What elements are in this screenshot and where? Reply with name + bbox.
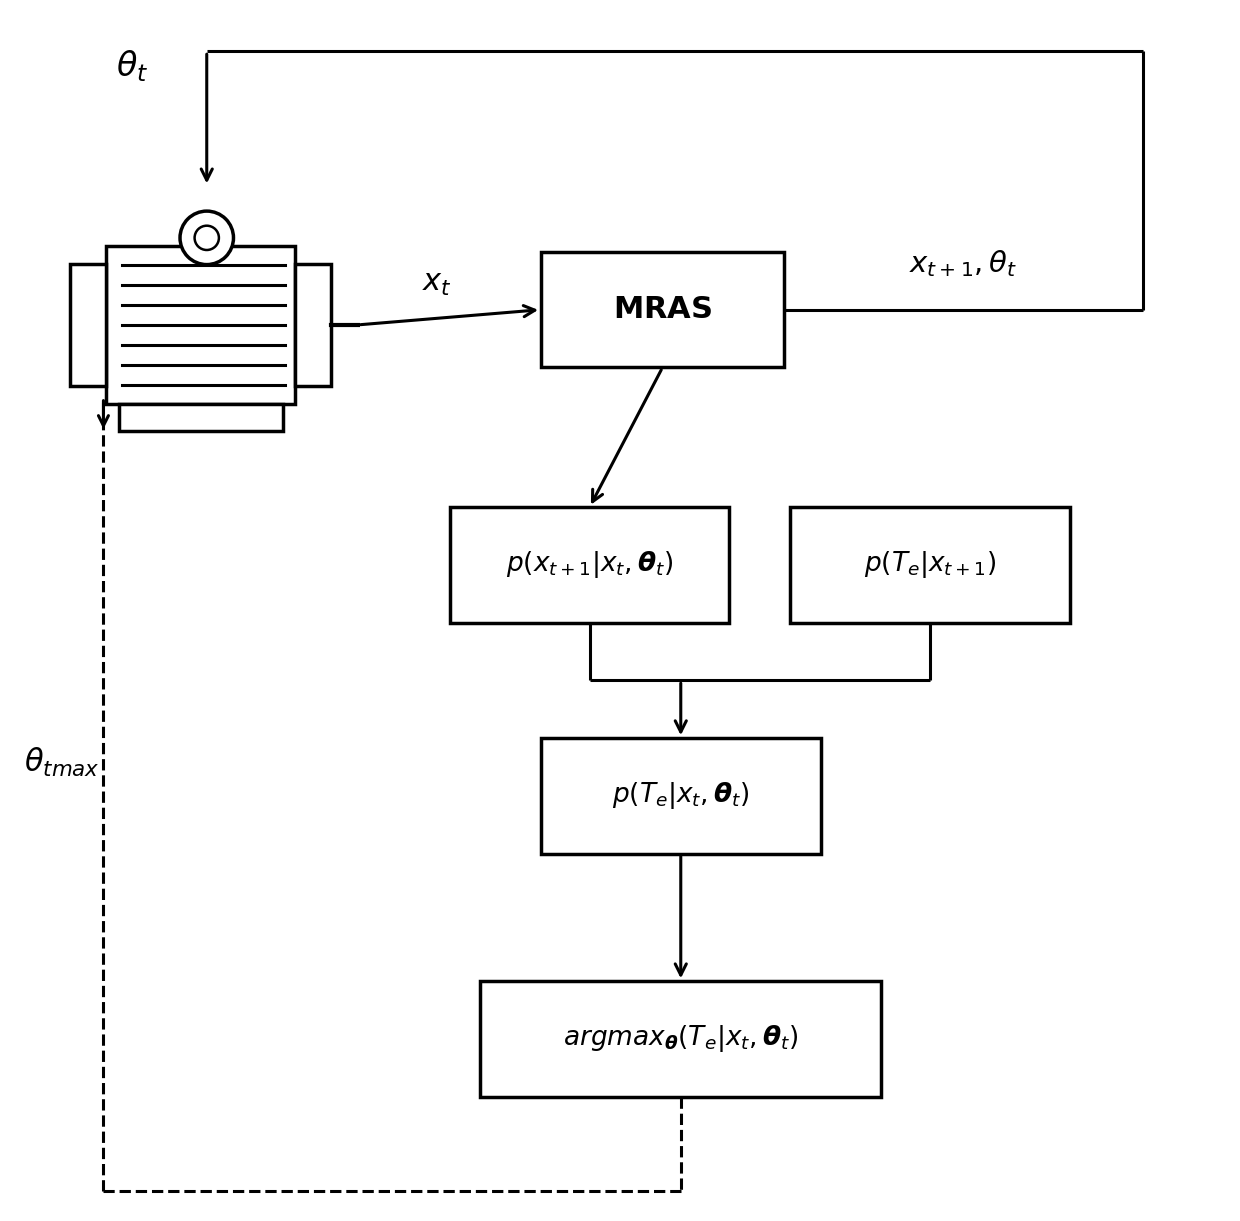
- Text: $\boldsymbol{x_t}$: $\boldsymbol{x_t}$: [423, 269, 453, 298]
- Text: $\mathit{p}(\mathit{T_e}|\mathit{x_{t+1}})$: $\mathit{p}(\mathit{T_e}|\mathit{x_{t+1}…: [864, 549, 996, 580]
- Text: $\mathit{p}(\mathit{x_{t+1}}|\mathit{x_t},\boldsymbol{\theta}_t)$: $\mathit{p}(\mathit{x_{t+1}}|\mathit{x_t…: [506, 549, 673, 580]
- Bar: [69, 264, 107, 386]
- Bar: [541, 252, 784, 368]
- Text: $\boldsymbol{x_{t+1}}, \boldsymbol{\theta_t}$: $\boldsymbol{x_{t+1}}, \boldsymbol{\thet…: [909, 249, 1018, 280]
- Bar: [541, 739, 821, 853]
- Text: $\mathit{p}(\mathit{T_e}|\mathit{x_t},\boldsymbol{\theta}_t)$: $\mathit{p}(\mathit{T_e}|\mathit{x_t},\b…: [611, 780, 750, 812]
- Bar: [480, 982, 882, 1096]
- Bar: [450, 507, 729, 623]
- Text: $\mathbf{MRAS}$: $\mathbf{MRAS}$: [613, 295, 712, 325]
- Text: $\mathit{argmax}_{\boldsymbol{\theta}}(\mathit{T_e}|\mathit{x_t},\boldsymbol{\th: $\mathit{argmax}_{\boldsymbol{\theta}}(\…: [563, 1023, 799, 1055]
- Text: $\boldsymbol{\theta_t}$: $\boldsymbol{\theta_t}$: [115, 48, 148, 84]
- Bar: [107, 245, 295, 404]
- Bar: [119, 404, 283, 431]
- Bar: [295, 264, 331, 386]
- Circle shape: [195, 226, 219, 250]
- Text: $\boldsymbol{\theta_{tmax}}$: $\boldsymbol{\theta_{tmax}}$: [25, 746, 100, 779]
- Circle shape: [180, 211, 233, 265]
- Bar: [790, 507, 1070, 623]
